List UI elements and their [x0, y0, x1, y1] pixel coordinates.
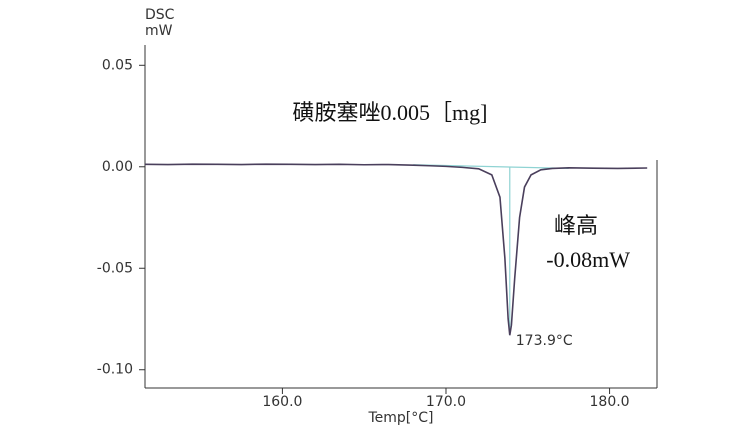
- x-tick-label: 170.0: [426, 394, 466, 410]
- y-tick-label: 0.05: [102, 57, 133, 73]
- x-tick-label: 160.0: [262, 394, 302, 410]
- x-tick-label: 180.0: [590, 394, 630, 410]
- peak-label: 173.9°C: [516, 333, 573, 349]
- y-tick-label: -0.10: [97, 362, 133, 378]
- y-unit: mW: [145, 23, 173, 39]
- chart-title: 磺胺塞唑0.005［mg]: [293, 100, 488, 125]
- y-label: DSC: [145, 7, 175, 23]
- dsc-curve: [144, 163, 648, 336]
- y-tick-label: 0.00: [102, 159, 133, 175]
- peak-height-label: -0.08mW: [546, 247, 630, 272]
- x-label: Temp[°C]: [367, 410, 433, 426]
- peak-height-name: 峰高: [554, 213, 598, 238]
- y-tick-label: -0.05: [97, 260, 133, 276]
